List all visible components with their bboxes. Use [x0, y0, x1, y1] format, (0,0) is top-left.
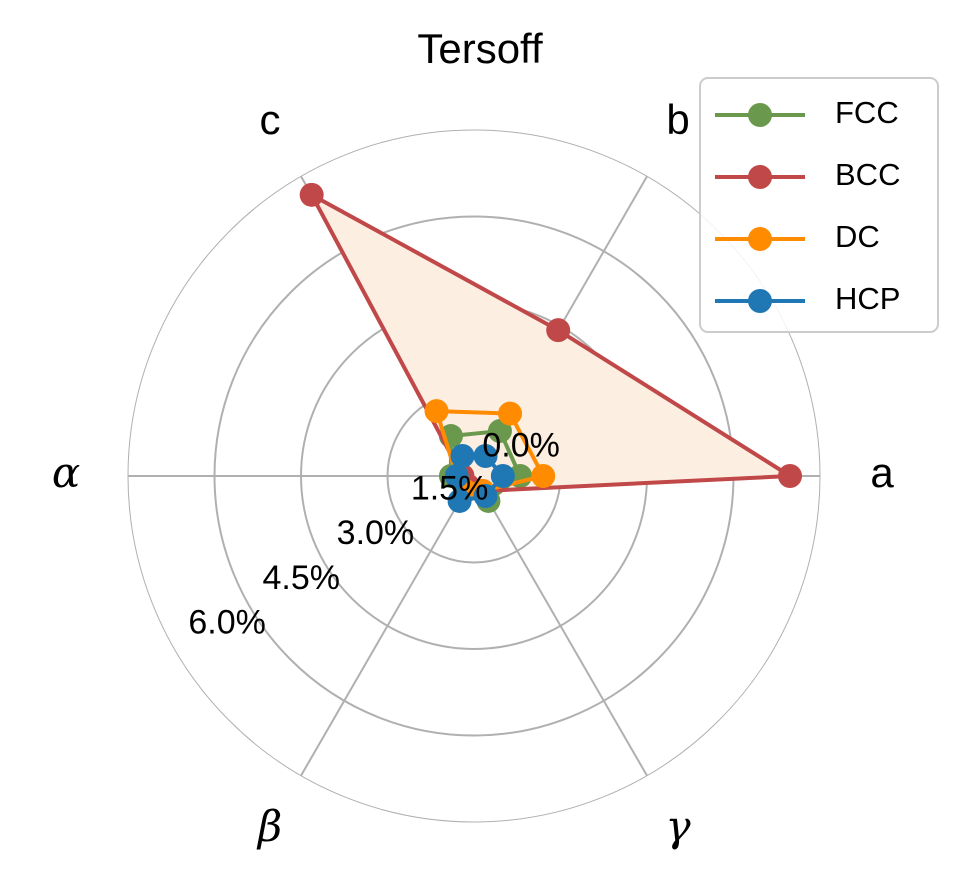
axis-label: γ	[665, 801, 691, 850]
spoke	[300, 475, 475, 777]
legend-label: FCC	[835, 95, 899, 130]
legend-label: DC	[835, 219, 880, 254]
data-point	[299, 182, 324, 207]
r-tick-label: 3.0%	[337, 514, 415, 552]
axis-label: c	[260, 96, 281, 143]
legend-label: HCP	[835, 281, 900, 316]
r-tick-label: 1.5%	[411, 470, 489, 508]
data-point	[450, 444, 475, 469]
data-point	[444, 464, 469, 488]
data-point	[473, 444, 498, 469]
spoke	[473, 475, 648, 777]
axis-label: α	[52, 448, 80, 497]
data-point	[424, 399, 449, 424]
data-point	[546, 318, 571, 343]
r-tick-label: 6.0%	[188, 603, 266, 641]
legend-frame	[699, 77, 939, 333]
r-tick-label: 0.0%	[482, 427, 560, 465]
legend-marker	[748, 289, 772, 313]
axis-label: a	[870, 449, 894, 496]
data-point	[498, 401, 523, 426]
data-point	[490, 464, 515, 488]
data-point	[778, 464, 803, 488]
legend-marker	[748, 165, 772, 189]
legend: FCC BCC DC HCP	[699, 77, 939, 333]
legend-label: BCC	[835, 157, 900, 192]
legend-marker	[748, 227, 772, 251]
chart-title: Tersoff	[417, 25, 543, 72]
axis-label: β	[256, 801, 282, 850]
axis-label: b	[666, 96, 689, 143]
r-tick-label: 4.5%	[263, 559, 341, 597]
data-point	[473, 483, 498, 508]
data-point	[531, 464, 556, 488]
legend-marker	[748, 103, 772, 127]
data-point	[447, 488, 472, 513]
data-point	[487, 419, 512, 444]
